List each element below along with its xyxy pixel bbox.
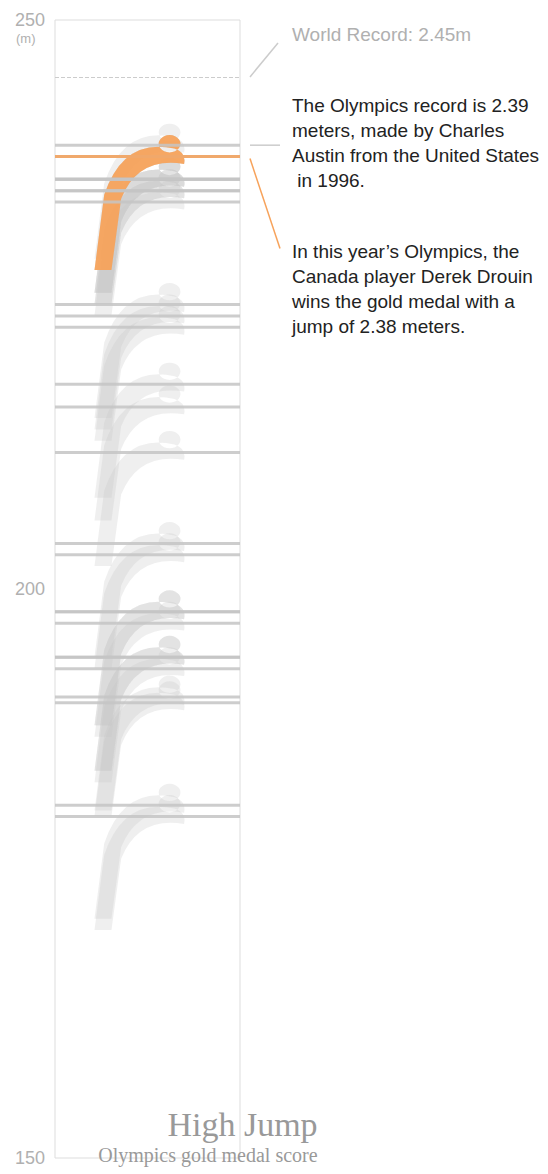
svg-text:Canada player Derek Drouin: Canada player Derek Drouin <box>292 266 538 287</box>
svg-text:World Record: 2.45m: World Record: 2.45m <box>292 24 471 45</box>
svg-text:250: 250 <box>15 10 45 30</box>
svg-text:150: 150 <box>15 1148 45 1168</box>
svg-text:wins the gold medal with a: wins the gold medal with a <box>291 291 520 312</box>
svg-text:High Jump: High Jump <box>167 1106 317 1143</box>
svg-text:The Olympics record is 2.39: The Olympics record is 2.39 <box>292 95 534 116</box>
svg-text:Austin from the United States: Austin from the United States <box>292 145 539 166</box>
svg-text:jump of 2.38 meters.: jump of 2.38 meters. <box>291 316 465 337</box>
svg-text:meters, made by Charles: meters, made by Charles <box>292 120 510 141</box>
svg-text:Olympics gold medal score: Olympics gold medal score <box>98 1144 318 1167</box>
svg-text:200: 200 <box>15 579 45 599</box>
svg-text:(m): (m) <box>16 31 36 46</box>
svg-text:In this year’s Olympics, the: In this year’s Olympics, the <box>292 241 525 262</box>
svg-text:in 1996.: in 1996. <box>292 170 365 191</box>
